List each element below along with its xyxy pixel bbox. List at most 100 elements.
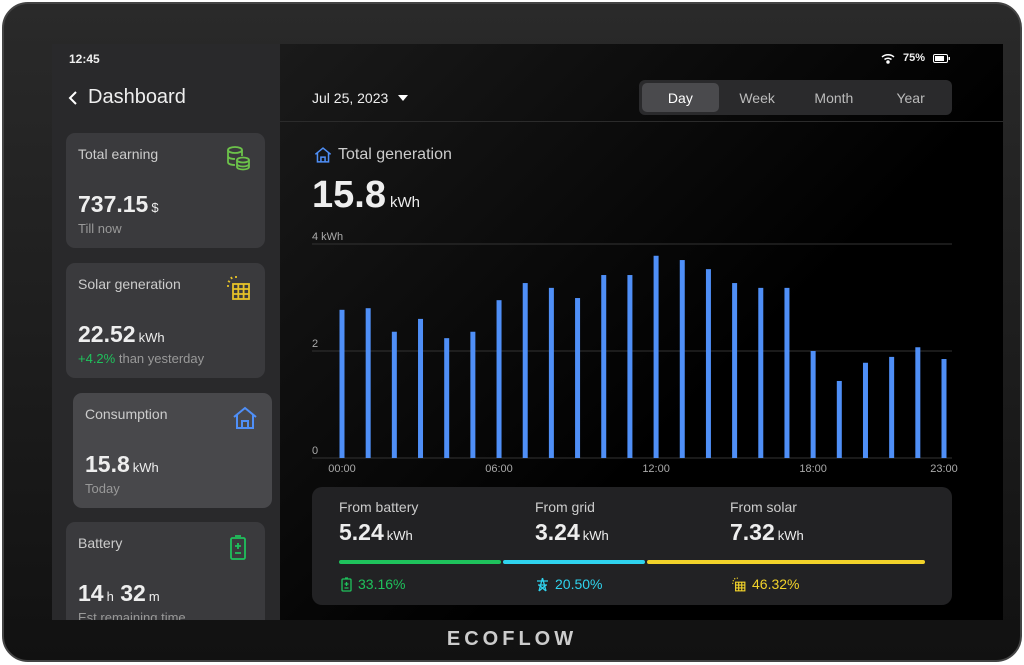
card-subtitle: Today (85, 481, 120, 496)
bar-23:00[interactable] (941, 359, 947, 458)
card-unit: $ (151, 200, 159, 215)
bar-09:00[interactable] (575, 298, 581, 458)
summary-value: 15.8 (312, 174, 386, 216)
source-solar: From solar 7.32 kWh (730, 499, 804, 546)
bar-20:00[interactable] (862, 362, 868, 458)
caret-down-icon (398, 95, 409, 101)
bar-07:00[interactable] (522, 283, 528, 458)
bar-17:00[interactable] (784, 287, 790, 458)
card-unit: kWh (132, 460, 159, 475)
bar-01:00[interactable] (365, 308, 371, 458)
battery-icon (230, 535, 246, 560)
date-label: Jul 25, 2023 (312, 90, 389, 106)
x-tick-label: 06:00 (485, 463, 513, 475)
tab-week[interactable]: Week (739, 89, 775, 106)
percent-value: 33.16% (358, 576, 406, 592)
screen: 12:45 Dashboard Total earning 737.15 $ Ti… (52, 44, 1003, 620)
source-unit: kWh (582, 528, 609, 543)
card-title: Consumption (85, 406, 168, 422)
battery-icon (341, 576, 352, 592)
x-tick-label: 00:00 (328, 463, 356, 475)
source-label: From solar (730, 499, 797, 515)
card-battery[interactable]: Battery 14 h 32 m Est remaining time (66, 522, 265, 620)
summary-title: Total generation (338, 146, 452, 163)
period-tabs: Day Week Month Year (639, 80, 952, 115)
source-value: 7.32 (730, 519, 775, 545)
date-picker[interactable]: Jul 25, 2023 (312, 90, 409, 106)
card-total-earning[interactable]: Total earning 737.15 $ Till now (66, 133, 265, 248)
source-breakdown-panel: From battery 5.24 kWh From grid 3.24 kWh Fro… (312, 487, 952, 605)
bar-22:00[interactable] (915, 347, 921, 458)
sidebar: 12:45 Dashboard Total earning 737.15 $ Ti… (52, 44, 280, 620)
bar-06:00[interactable] (496, 300, 502, 458)
bar-12:00[interactable] (653, 255, 659, 458)
bar-08:00[interactable] (548, 287, 554, 458)
summary-unit: kWh (389, 194, 420, 211)
status-time: 12:45 (69, 52, 100, 66)
source-unit: kWh (386, 528, 413, 543)
page-title: Dashboard (88, 86, 186, 108)
tab-month[interactable]: Month (814, 89, 854, 106)
y-tick-label: 4 kWh (312, 231, 343, 243)
card-title: Solar generation (78, 276, 181, 292)
divider (280, 121, 1003, 122)
grid-percent-label: 20.50% (536, 576, 602, 592)
y-tick-label: 2 (312, 338, 318, 350)
card-title: Battery (78, 535, 123, 551)
percent-value: 46.32% (752, 576, 800, 592)
source-unit: kWh (777, 528, 804, 543)
solar-panel-icon (227, 276, 250, 300)
coins-icon (227, 146, 250, 171)
ecoflow-logo: ECOFLOW (446, 628, 578, 650)
card-value: 15.8 (85, 451, 130, 477)
bar-21:00[interactable] (889, 356, 895, 458)
hours-value: 14 (78, 580, 104, 606)
home-icon (233, 406, 257, 429)
bar-15:00[interactable] (732, 283, 738, 458)
minutes-value: 32 (120, 580, 146, 606)
card-subtitle: than yesterday (118, 351, 205, 366)
bar-11:00[interactable] (627, 275, 633, 458)
tab-year[interactable]: Year (896, 89, 925, 106)
chevron-left-icon (68, 90, 77, 105)
bar-18:00[interactable] (810, 351, 816, 458)
wifi-icon (881, 53, 895, 64)
card-consumption[interactable]: Consumption 15.8 kWh Today (73, 393, 272, 508)
battery-percent: 75% (902, 52, 925, 64)
generation-bar-chart: 0 2 4 kWh 00:00 06:00 12:00 18:00 23:00 (312, 231, 958, 475)
change-percent: +4.2% (78, 351, 116, 366)
power-tower-icon (537, 577, 548, 591)
bar-16:00[interactable] (758, 287, 764, 458)
bar-00:00[interactable] (339, 309, 345, 458)
bar-04:00[interactable] (444, 338, 450, 458)
bar-14:00[interactable] (705, 269, 711, 458)
status-bar: 75% (881, 52, 951, 64)
x-tick-label: 23:00 (930, 463, 958, 475)
bar-10:00[interactable] (601, 275, 607, 458)
x-tick-label: 18:00 (799, 463, 827, 475)
source-battery: From battery 5.24 kWh (339, 499, 418, 546)
battery-share-bar (339, 560, 501, 564)
bar-13:00[interactable] (679, 260, 685, 458)
source-value: 3.24 (535, 519, 580, 545)
card-title: Total earning (78, 146, 159, 162)
bar-02:00[interactable] (391, 331, 397, 458)
hours-unit: h (106, 589, 114, 604)
bar-19:00[interactable] (836, 380, 842, 458)
source-label: From battery (339, 499, 419, 515)
home-icon (314, 147, 332, 163)
tab-day[interactable]: Day (642, 83, 719, 112)
grid-share-bar (503, 560, 645, 564)
bar-05:00[interactable] (470, 331, 476, 458)
card-unit: kWh (138, 330, 165, 345)
card-solar-generation[interactable]: Solar generation 22.52 kWh +4.2% than yes… (66, 263, 265, 378)
source-grid: From grid 3.24 kWh (535, 499, 609, 546)
minutes-unit: m (148, 589, 160, 604)
back-button[interactable]: Dashboard (68, 86, 186, 109)
source-label: From grid (535, 499, 595, 515)
total-generation-title: Total generation (314, 146, 452, 164)
bar-03:00[interactable] (418, 318, 424, 458)
card-value: 22.52 (78, 321, 136, 347)
card-value: 737.15 (78, 191, 149, 217)
solar-panel-icon (732, 577, 746, 591)
